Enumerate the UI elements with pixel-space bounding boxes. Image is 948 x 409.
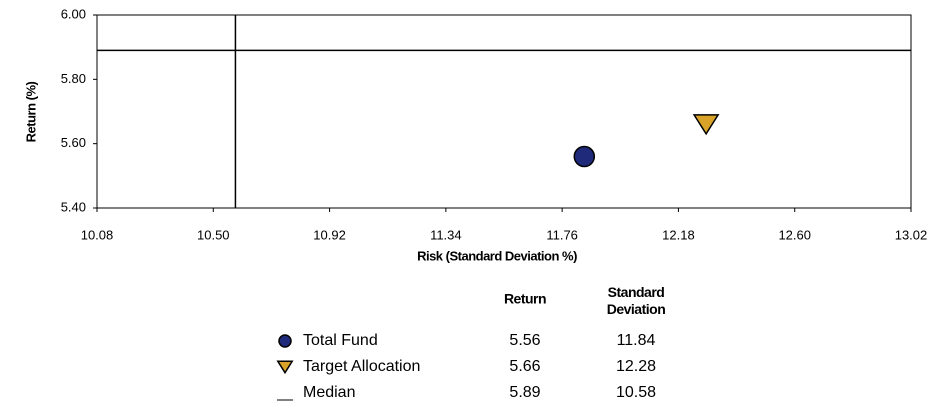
legend-name: Target Allocation <box>303 358 420 375</box>
plot-frame <box>96 14 912 209</box>
x-tick-label: 10.92 <box>313 227 346 242</box>
legend-name: Total Fund <box>303 332 378 349</box>
x-tick-label: 12.18 <box>662 227 695 242</box>
x-tick-label: 10.50 <box>197 227 230 242</box>
point <box>278 334 292 348</box>
y-tick-label: 6.00 <box>61 6 86 21</box>
x-tick-label: 12.60 <box>778 227 811 242</box>
table-std-dev: 10.58 <box>616 384 656 401</box>
table-header: Return <box>504 291 546 307</box>
table-return: 5.66 <box>509 358 540 375</box>
table-std-dev: 11.84 <box>617 332 656 349</box>
x-tick-label: 11.34 <box>430 227 462 242</box>
x-tick-label: 13.02 <box>895 227 928 242</box>
x-tick-label: 11.76 <box>546 227 578 242</box>
y-tick-label: 5.60 <box>61 135 86 150</box>
legend-name: Median <box>303 384 355 401</box>
y-axis-label: Return (%) <box>23 81 38 142</box>
point <box>692 114 720 136</box>
x-axis-label: Risk (Standard Deviation %) <box>417 248 577 263</box>
table-header: Standard Deviation <box>606 284 666 317</box>
table-return: 5.89 <box>509 384 540 401</box>
x-tick-label: 10.08 <box>81 227 114 242</box>
table-return: 5.56 <box>509 332 540 349</box>
y-tick-label: 5.80 <box>61 71 86 86</box>
table-std-dev: 12.28 <box>616 358 656 375</box>
point <box>276 360 294 375</box>
point <box>573 145 596 168</box>
y-tick-label: 5.40 <box>61 199 86 214</box>
